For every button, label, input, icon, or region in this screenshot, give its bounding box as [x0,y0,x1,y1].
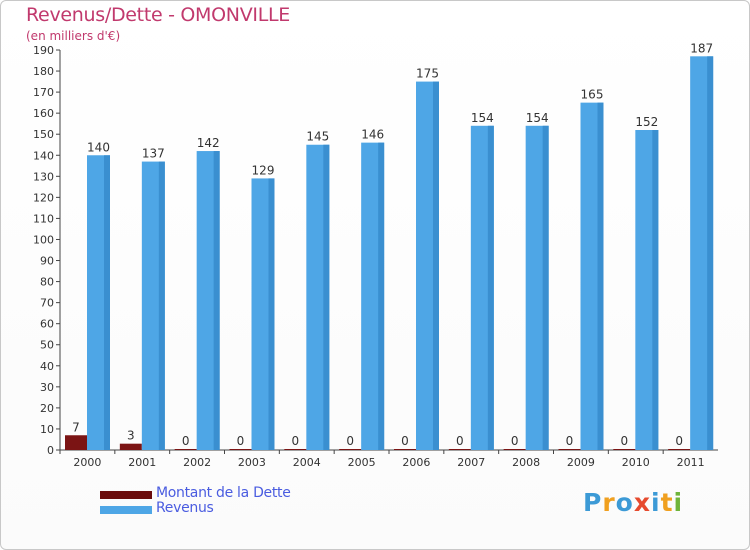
data-label-dette: 0 [675,434,683,448]
legend-swatch-dette [100,491,152,499]
x-tick-label: 2000 [73,456,101,469]
bar-dette [119,443,142,450]
y-tick-label: 190 [33,44,54,57]
data-label-dette: 0 [456,434,464,448]
bar-revenus-shade [597,102,604,450]
bar-revenus-shade [104,155,110,450]
bar-dette [668,449,691,450]
y-tick-label: 80 [40,276,54,289]
data-label-revenus: 146 [361,128,384,142]
bar-revenus-shade [158,161,165,450]
x-tick-label: 2007 [457,456,485,469]
chart-subtitle: (en milliers d'€) [26,29,121,43]
chart-title: Revenus/Dette - OMONVILLE [26,4,290,26]
data-label-revenus: 154 [526,111,549,125]
data-label-revenus: 129 [252,163,275,177]
bar-revenus-shade [542,125,549,450]
bar-dette [229,449,252,450]
logo-letter: i [651,488,661,517]
logo-letter: t [660,488,674,517]
data-label-dette: 7 [72,420,80,434]
logo-letter: i [673,488,684,517]
bar-revenus-shade [268,178,275,450]
x-tick-label: 2008 [512,456,540,469]
y-tick-label: 0 [47,444,54,457]
bar-dette [613,449,636,450]
bar-dette [174,449,197,450]
data-label-dette: 0 [566,434,574,448]
x-tick-label: 2002 [183,456,211,469]
data-label-dette: 0 [292,434,300,448]
bar-dette [284,449,307,450]
data-label-revenus: 175 [416,67,439,81]
data-label-dette: 3 [127,429,135,443]
x-tick-label: 2011 [677,456,705,469]
data-label-revenus: 165 [581,88,604,102]
bar-revenus-shade [213,151,220,451]
data-label-revenus: 142 [197,136,220,150]
legend-label-dette: Montant de la Dette [156,485,291,501]
x-tick-label: 2009 [567,456,595,469]
bar-dette [503,449,526,450]
bar-dette [448,449,471,450]
bar-revenus-shade [378,142,385,450]
y-tick-label: 100 [33,233,54,246]
x-tick-label: 2001 [128,456,156,469]
y-tick-label: 160 [33,107,54,120]
bar-dette [339,449,362,450]
logo-letter: x [633,488,651,517]
y-tick-label: 150 [33,128,54,141]
legend-label-revenus: Revenus [156,500,214,516]
logo-letter: o [615,488,634,517]
data-label-revenus: 154 [471,111,494,125]
data-label-dette: 0 [621,434,629,448]
bar-revenus-shade [323,144,330,450]
x-tick-label: 2004 [293,456,321,469]
data-label-dette: 0 [511,434,519,448]
y-tick-label: 70 [40,297,54,310]
y-tick-label: 130 [33,170,54,183]
y-tick-label: 60 [40,318,54,331]
bar-revenus-shade [707,56,714,450]
bar-revenus-shade [487,125,494,450]
y-tick-label: 30 [40,381,54,394]
logo-letter: P [583,488,603,517]
bar-dette [65,435,87,450]
y-tick-label: 20 [40,402,54,415]
data-label-dette: 0 [237,434,245,448]
x-tick-label: 2010 [622,456,650,469]
y-tick-label: 50 [40,339,54,352]
bar-revenus-shade [652,130,659,450]
data-label-revenus: 152 [635,115,658,129]
data-label-revenus: 137 [142,147,165,161]
data-label-dette: 0 [401,434,409,448]
y-tick-label: 170 [33,86,54,99]
bar-dette [558,449,581,450]
data-label-dette: 0 [346,434,354,448]
data-label-dette: 0 [182,434,190,448]
data-label-revenus: 187 [690,41,713,55]
x-tick-label: 2005 [348,456,376,469]
data-label-revenus: 145 [306,130,329,144]
y-tick-label: 40 [40,360,54,373]
y-tick-label: 140 [33,149,54,162]
proxiti-logo: Proxiti [583,488,683,517]
x-tick-label: 2003 [238,456,266,469]
y-tick-label: 110 [33,212,54,225]
data-label-revenus: 140 [87,140,110,154]
legend-swatch-revenus [100,506,152,514]
logo-letter: r [602,488,616,517]
bar-dette [394,449,416,450]
y-tick-label: 10 [40,423,54,436]
y-tick-label: 180 [33,65,54,78]
y-tick-label: 120 [33,191,54,204]
y-tick-label: 90 [40,255,54,268]
bar-revenus-shade [433,81,439,450]
x-tick-label: 2006 [402,456,430,469]
